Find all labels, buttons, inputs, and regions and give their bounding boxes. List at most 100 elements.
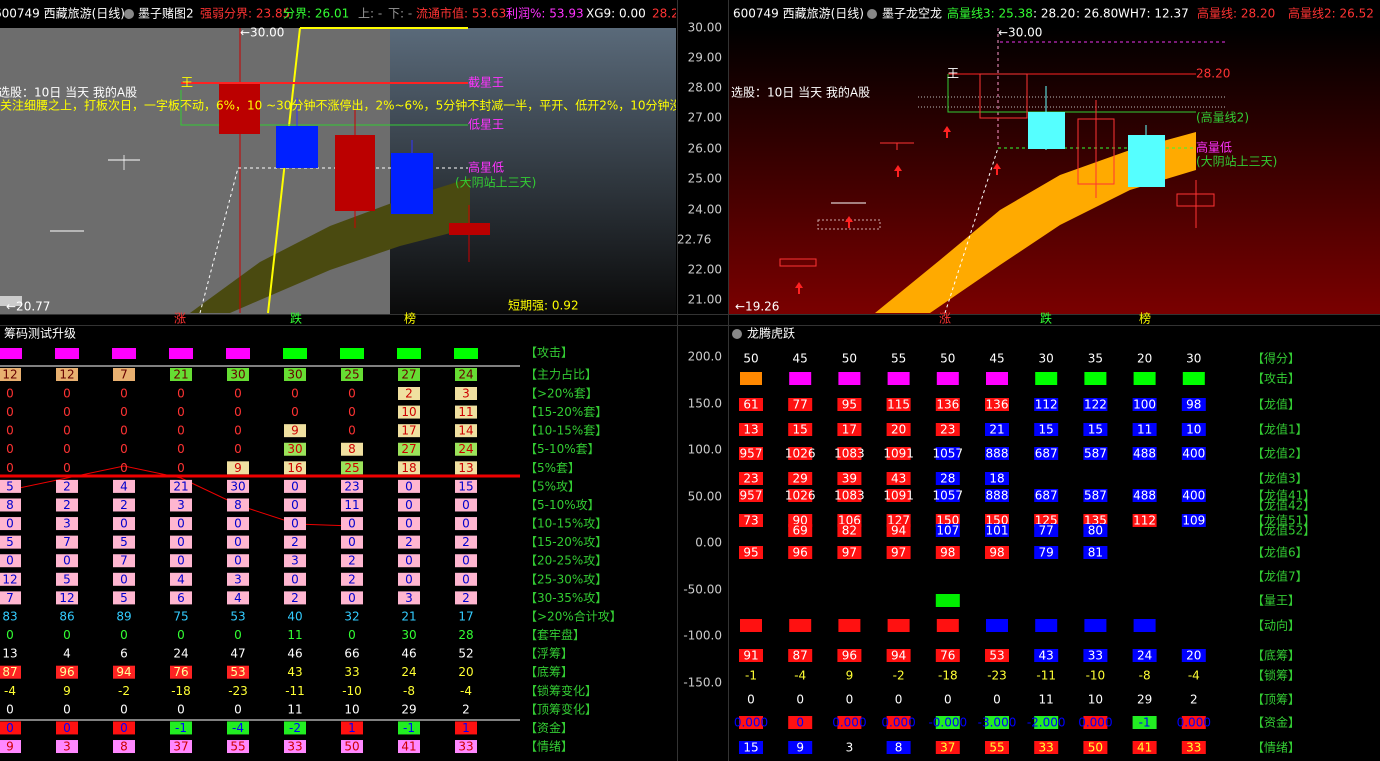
cell-value: -11	[1036, 669, 1056, 683]
cell-value: 47	[230, 647, 245, 661]
cell-bg	[837, 489, 862, 502]
band	[875, 132, 1196, 313]
cell-bg	[0, 479, 21, 493]
right-chart-art	[729, 28, 1380, 314]
cell-value: 33	[344, 665, 359, 679]
cell-value: 0	[348, 424, 356, 438]
cell-bg	[227, 740, 249, 754]
candle	[1077, 118, 1115, 185]
annotation: 选股：10日 当天 我的A股	[0, 85, 137, 100]
cell-value: 5	[6, 479, 14, 493]
annotation: 高星低	[468, 160, 504, 175]
row-label: 【5%套】	[525, 461, 580, 475]
cell-bg	[284, 721, 306, 735]
cell-value: 96	[842, 649, 857, 663]
cell-value: 4	[120, 479, 128, 493]
cell-bg	[56, 517, 78, 531]
cell-value: 7	[120, 368, 128, 382]
cell-value: 86	[59, 609, 74, 623]
cell-bg	[886, 423, 911, 436]
candle	[779, 258, 817, 267]
row-label: 【得分】	[1252, 351, 1300, 366]
cell-bg	[739, 546, 763, 559]
attack-block	[838, 372, 861, 385]
cell-bg	[886, 489, 911, 502]
cell-value: 115	[887, 398, 910, 412]
cell-value: 2	[291, 535, 299, 549]
cell-value: 0	[120, 721, 128, 735]
cell-bg	[886, 741, 911, 754]
cell-bg	[227, 368, 249, 381]
annotation: ←19.26	[735, 300, 779, 314]
cell-value: 94	[891, 524, 906, 538]
candle	[449, 223, 490, 235]
cell-value: 89	[116, 609, 131, 623]
candle	[1176, 193, 1215, 207]
price-label: 21.00	[688, 293, 722, 307]
cell-value: 0	[6, 442, 14, 456]
day-label: 涨	[174, 311, 186, 326]
cell-value: 5	[63, 572, 71, 586]
cell-value: 55	[891, 352, 906, 366]
panel-bg	[0, 28, 390, 314]
header-item: 600749 西藏旅游(日线)	[0, 7, 125, 21]
cell-value: 0	[177, 628, 185, 642]
cell-bg	[1034, 489, 1059, 502]
annotation: 王	[947, 67, 959, 81]
cell-bg	[170, 721, 192, 735]
cell-value: 400	[1182, 447, 1205, 461]
cell-value: 0	[177, 461, 185, 475]
cell-value: -23	[987, 669, 1007, 683]
cell-value: 66	[344, 647, 359, 661]
cell-value: 11	[287, 702, 302, 716]
cell-value: 8	[120, 740, 128, 754]
cell-value: 2	[63, 479, 71, 493]
row-label: 【龙值51】	[1252, 513, 1315, 528]
cell-bg	[935, 514, 960, 527]
cell-bg	[284, 442, 306, 456]
axis-label: -150.0	[683, 676, 722, 690]
cell-value: 28	[458, 628, 473, 642]
attack-block	[1133, 372, 1156, 385]
cell-bg	[341, 535, 363, 549]
cell-bg	[284, 572, 306, 586]
cell-bg	[1083, 546, 1108, 559]
cell-bg	[341, 572, 363, 586]
cell-bg	[1034, 546, 1059, 559]
cell-bg	[113, 368, 135, 381]
cell-value: 21	[173, 479, 188, 493]
cell-bg	[985, 447, 1009, 460]
row-label: 【动向】	[1252, 618, 1300, 633]
icon	[732, 329, 742, 339]
cell-value: 82	[842, 524, 857, 538]
block	[1084, 619, 1107, 632]
cell-value: 8	[234, 498, 242, 512]
cell-value: 0	[63, 702, 71, 716]
cell-value: 39	[842, 472, 857, 486]
cell-value: 0	[291, 387, 299, 401]
cell-value: 30	[1039, 352, 1054, 366]
cell-bg	[1181, 398, 1206, 411]
cell-value: 24	[458, 442, 473, 456]
axis-label: 200.0	[688, 350, 722, 364]
cell-bg	[1132, 423, 1157, 436]
cell-bg	[56, 498, 78, 512]
cell-value: 2	[348, 572, 356, 586]
row-label: 【资金】	[525, 720, 573, 735]
cell-value: 17	[842, 423, 857, 437]
cell-bg	[113, 554, 135, 568]
cell-value: 10	[1186, 423, 1201, 437]
cell-bg	[398, 479, 420, 493]
cell-value: 0	[291, 405, 299, 419]
cell-bg	[1034, 649, 1059, 662]
cell-value: 488	[1133, 489, 1156, 503]
header-item: 下: -	[388, 7, 412, 21]
cell-value: 7	[6, 591, 14, 605]
cell-value: -8	[403, 684, 415, 698]
cell-value: 40	[287, 609, 302, 623]
cell-value: 12	[2, 572, 17, 586]
cell-bg	[1083, 447, 1108, 460]
cell-value: 94	[891, 649, 906, 663]
cell-bg	[227, 572, 249, 586]
